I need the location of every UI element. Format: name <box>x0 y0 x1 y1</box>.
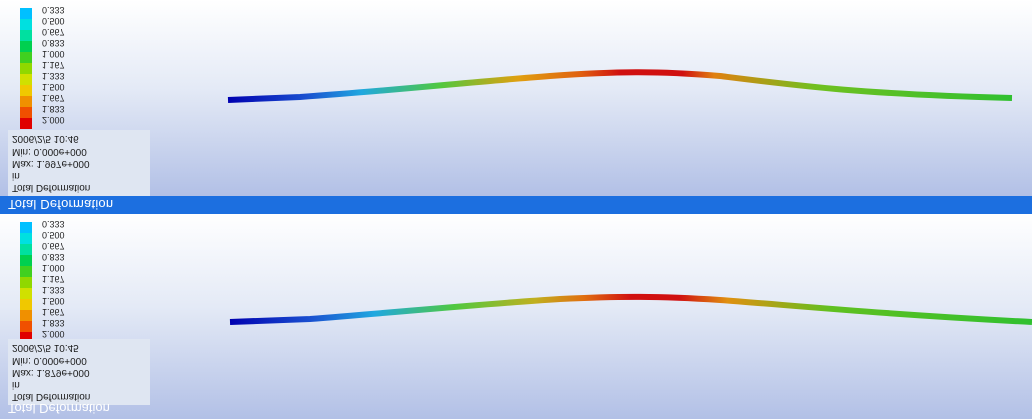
legend-swatch <box>20 52 32 63</box>
legend-swatch <box>20 63 32 74</box>
color-legend-bottom: 0.333 0.500 0.667 0.833 1.000 1.167 1.333 1.500… <box>8 214 158 344</box>
viewport-title-bar[interactable]: Total Deformation <box>0 196 1032 214</box>
viewport-title-top: Total Deformation <box>8 197 114 212</box>
legend-swatch <box>20 299 32 310</box>
legend-swatch <box>20 85 32 96</box>
legend-swatch <box>20 244 32 255</box>
viewport-title-bottom: Total Deformation <box>8 401 110 416</box>
viewport-top[interactable]: 0.333 0.500 0.667 0.833 1.000 1.167 1.333 1.500… <box>0 0 1032 196</box>
legend-swatch <box>20 266 32 277</box>
legend-swatch <box>20 222 32 233</box>
legend-swatch <box>20 288 32 299</box>
legend-swatch <box>20 321 32 332</box>
legend-swatch <box>20 19 32 30</box>
legend-swatch <box>20 107 32 118</box>
result-info-bottom: 2006/2/5 10:45 Min: 0.000e+000 Max: 1.87… <box>8 339 150 405</box>
result-info-top: 2006/2/5 10:46 Min: 0.000e+000 Max: 1.99… <box>8 130 150 196</box>
legend-swatch <box>20 277 32 288</box>
legend-swatch <box>20 96 32 107</box>
legend-swatch <box>20 310 32 321</box>
color-legend-top: 0.333 0.500 0.667 0.833 1.000 1.167 1.333 1.500… <box>8 0 158 130</box>
legend-swatch <box>20 233 32 244</box>
legend-swatch <box>20 30 32 41</box>
legend-swatch <box>20 118 32 129</box>
deformed-beam-bottom[interactable] <box>0 214 1032 419</box>
legend-swatch <box>20 8 32 19</box>
legend-swatch <box>20 41 32 52</box>
legend-swatch <box>20 255 32 266</box>
viewport-bottom[interactable]: 0.333 0.500 0.667 0.833 1.000 1.167 1.333 1.500… <box>0 214 1032 419</box>
legend-swatch <box>20 74 32 85</box>
deformed-beam-top[interactable] <box>0 0 1032 196</box>
legend-swatch <box>20 332 32 343</box>
